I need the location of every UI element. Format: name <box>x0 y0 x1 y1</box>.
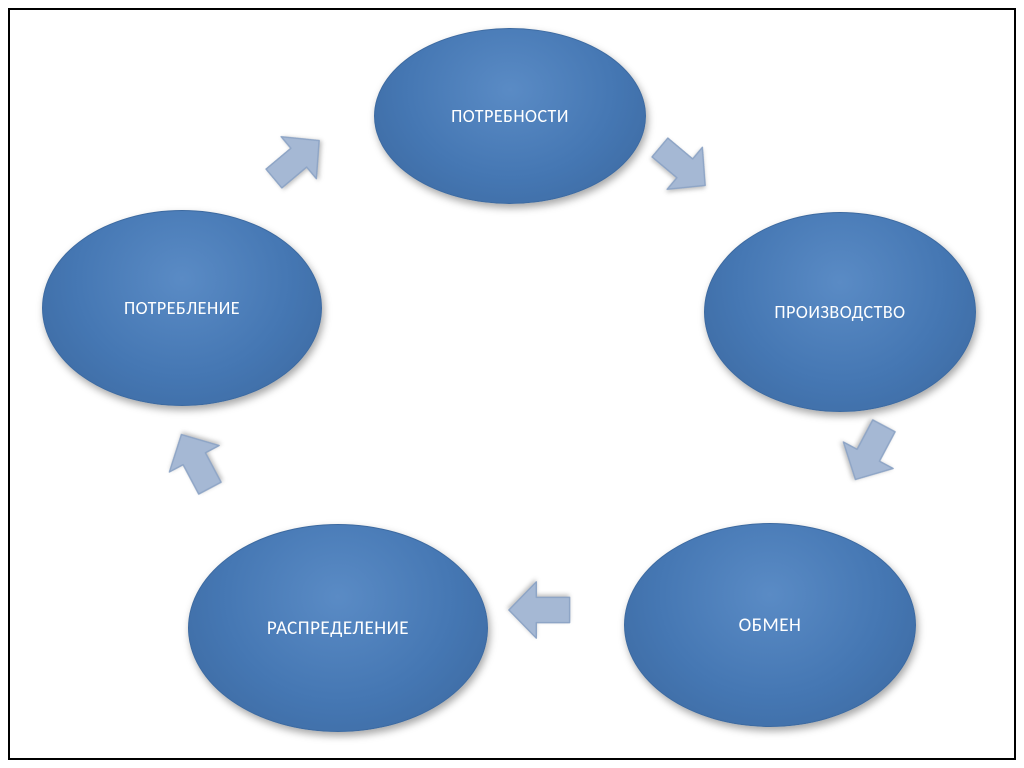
node-label: ПОТРЕБЛЕНИЕ <box>124 297 240 319</box>
node-n1: ПОТРЕБНОСТИ <box>374 28 646 204</box>
node-label: ПОТРЕБНОСТИ <box>451 105 569 127</box>
node-label: ПРОИЗВОДСТВО <box>774 301 905 323</box>
node-label: РАСПРЕДЕЛЕНИЕ <box>267 617 409 640</box>
arrow-a34 <box>503 573 577 647</box>
node-n3: ОБМЕН <box>624 523 916 727</box>
node-n4: РАСПРЕДЕЛЕНИЕ <box>188 524 488 732</box>
node-n5: ПОТРЕБЛЕНИЕ <box>42 210 322 406</box>
node-n2: ПРОИЗВОДСТВО <box>704 212 976 412</box>
node-label: ОБМЕН <box>739 614 802 637</box>
